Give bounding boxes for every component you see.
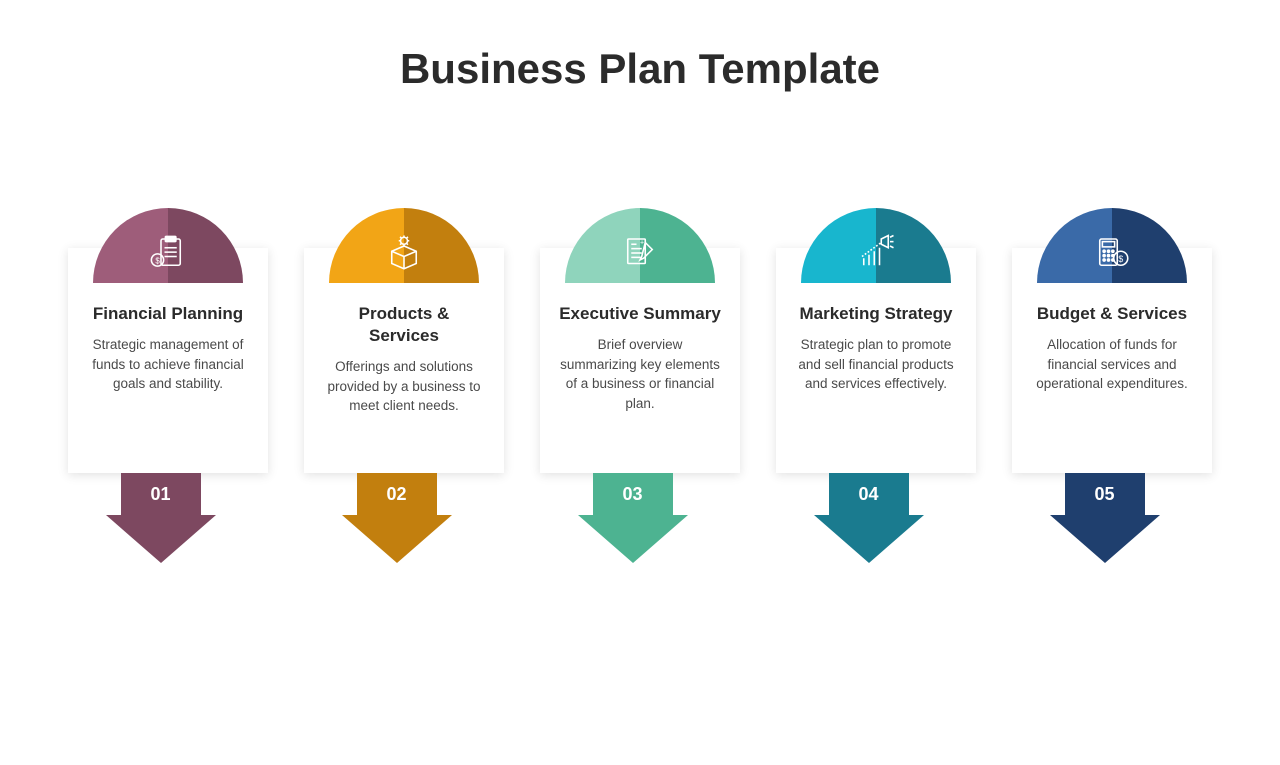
semicircle-2 (329, 208, 479, 283)
arrow-number-1: 01 (121, 473, 201, 515)
card-title-4: Marketing Strategy (794, 303, 958, 325)
card-products-services: Products & Services Offerings and soluti… (304, 208, 504, 563)
chart-megaphone-icon (855, 232, 897, 274)
semicircle-3: + (565, 208, 715, 283)
arrow-number-4: 04 (829, 473, 909, 515)
arrow-2: 02 (357, 473, 452, 563)
card-desc-4: Strategic plan to promote and sell finan… (794, 335, 958, 394)
calculator-dollar-icon: $ (1091, 232, 1133, 274)
arrow-4: 04 (829, 473, 924, 563)
clipboard-dollar-icon: $ (147, 232, 189, 274)
semicircle-5: $ (1037, 208, 1187, 283)
card-desc-5: Allocation of funds for financial servic… (1030, 335, 1194, 394)
card-title-3: Executive Summary (558, 303, 722, 325)
card-budget-services: $ Budget & Services Allocation of funds … (1012, 208, 1212, 563)
svg-text:+: + (640, 239, 644, 246)
arrow-number-3: 03 (593, 473, 673, 515)
document-pencil-icon: + (619, 232, 661, 274)
card-title-5: Budget & Services (1030, 303, 1194, 325)
arrow-1: 01 (121, 473, 216, 563)
svg-text:$: $ (155, 257, 160, 266)
semicircle-4 (801, 208, 951, 283)
semicircle-1: $ (93, 208, 243, 283)
card-executive-summary: + Executive Summary Brief overview summa… (540, 208, 740, 563)
arrow-5: 05 (1065, 473, 1160, 563)
cards-container: $ Financial Planning Strategic managemen… (0, 208, 1280, 563)
card-title-2: Products & Services (322, 303, 486, 347)
card-title-1: Financial Planning (86, 303, 250, 325)
card-desc-3: Brief overview summarizing key elements … (558, 335, 722, 413)
card-marketing-strategy: Marketing Strategy Strategic plan to pro… (776, 208, 976, 563)
card-desc-2: Offerings and solutions provided by a bu… (322, 357, 486, 416)
page-title: Business Plan Template (0, 45, 1280, 93)
arrow-3: 03 (593, 473, 688, 563)
box-gear-icon (383, 232, 425, 274)
card-financial-planning: $ Financial Planning Strategic managemen… (68, 208, 268, 563)
svg-text:$: $ (1118, 254, 1123, 264)
card-desc-1: Strategic management of funds to achieve… (86, 335, 250, 394)
arrow-number-5: 05 (1065, 473, 1145, 515)
arrow-number-2: 02 (357, 473, 437, 515)
